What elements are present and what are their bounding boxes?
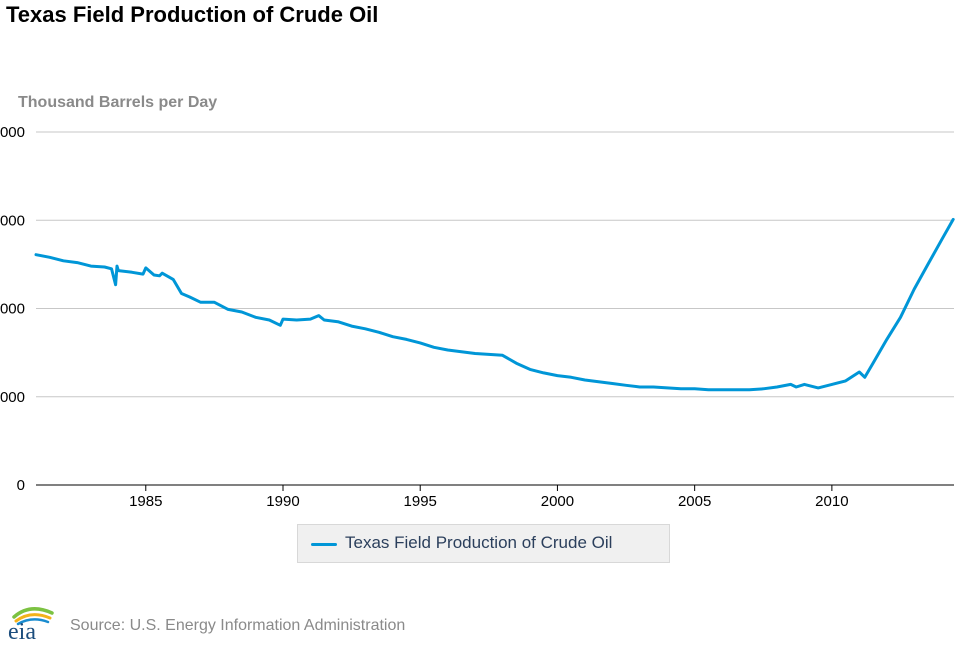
legend-swatch <box>311 543 337 546</box>
x-tick-label: 1990 <box>266 493 299 510</box>
eia-logo: eia <box>8 607 54 643</box>
legend[interactable]: Texas Field Production of Crude Oil <box>297 524 670 563</box>
y-tick-labels: 0 1,000 2,000 3,000 4,000 <box>0 124 25 494</box>
y-tick-label: 3,000 <box>0 212 25 229</box>
x-tick-label: 2000 <box>541 493 574 510</box>
y-tick-label: 2,000 <box>0 301 25 318</box>
x-axis-ticks: 1985 1990 1995 2000 2005 2010 <box>129 485 849 510</box>
y-tick-label: 1,000 <box>0 389 25 406</box>
chart-title: Texas Field Production of Crude Oil <box>6 2 379 27</box>
legend-item-label: Texas Field Production of Crude Oil <box>345 533 613 552</box>
source-text: Source: U.S. Energy Information Administ… <box>70 617 406 634</box>
y-tick-label: 4,000 <box>0 124 25 141</box>
line-chart: Thousand Barrels per Day 0 1,000 2,000 3,00… <box>0 94 955 510</box>
grid-lines <box>36 131 954 398</box>
x-tick-label: 2010 <box>815 493 848 510</box>
series-line-texas-crude <box>34 217 955 392</box>
y-axis-label: Thousand Barrels per Day <box>18 94 217 111</box>
x-tick-label: 1995 <box>404 493 437 510</box>
x-tick-label: 2005 <box>678 493 711 510</box>
eia-logo-text: eia <box>8 619 36 643</box>
y-tick-label: 0 <box>17 477 25 494</box>
x-tick-label: 1985 <box>129 493 162 510</box>
